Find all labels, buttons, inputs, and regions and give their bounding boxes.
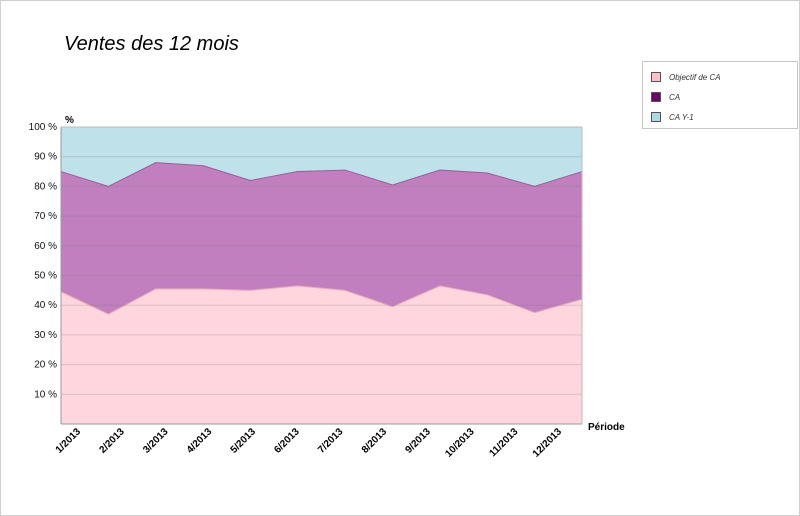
series-line-1 (60, 162, 583, 187)
y-tick-label: 20 % (34, 360, 57, 371)
legend-label: CA (669, 92, 681, 102)
x-tick-label: 1/2013 (54, 426, 84, 456)
legend-label: Objectif de CA (669, 72, 721, 82)
y-tick-label: 40 % (34, 300, 57, 311)
x-tick-label: 8/2013 (360, 426, 390, 456)
legend-swatch (651, 72, 661, 82)
x-tick-label: 2/2013 (97, 426, 127, 456)
legend-item-objectif: Objectif de CA (651, 70, 721, 84)
x-tick-label: 6/2013 (272, 426, 302, 456)
series-line-0 (60, 285, 583, 315)
y-tick-label: 60 % (34, 241, 57, 252)
y-tick-label: 10 % (34, 389, 57, 400)
x-tick-label: 5/2013 (229, 426, 259, 456)
y-tick-label: 30 % (34, 330, 57, 341)
x-tick-label: 3/2013 (141, 426, 171, 456)
x-tick-label: 4/2013 (185, 426, 215, 456)
y-tick-label: 80 % (34, 181, 57, 192)
x-tick-label: 10/2013 (443, 426, 477, 460)
x-tick-label: 11/2013 (487, 426, 520, 459)
legend-label: CA Y-1 (669, 112, 694, 122)
area-0 (61, 285, 582, 424)
chart-title: Ventes des 12 mois (64, 33, 239, 55)
y-tick-label: 70 % (34, 211, 57, 222)
y-tick-label: 50 % (34, 271, 57, 282)
x-tick-label: 7/2013 (316, 426, 346, 456)
legend-swatch (651, 112, 661, 122)
legend: Objectif de CA CA CA Y-1 (642, 61, 798, 129)
area-1 (61, 162, 582, 315)
y-tick-label: 100 % (29, 122, 57, 133)
legend-swatch (651, 92, 661, 102)
x-tick-label: 12/2013 (531, 426, 565, 460)
area-2 (61, 127, 582, 187)
x-axis-label: Période (588, 422, 625, 433)
legend-item-ca: CA (651, 90, 680, 104)
legend-item-ca-y1: CA Y-1 (651, 110, 694, 124)
y-tick-label: 90 % (34, 152, 57, 163)
x-tick-label: 9/2013 (404, 426, 434, 456)
y-axis-label: % (65, 115, 74, 126)
